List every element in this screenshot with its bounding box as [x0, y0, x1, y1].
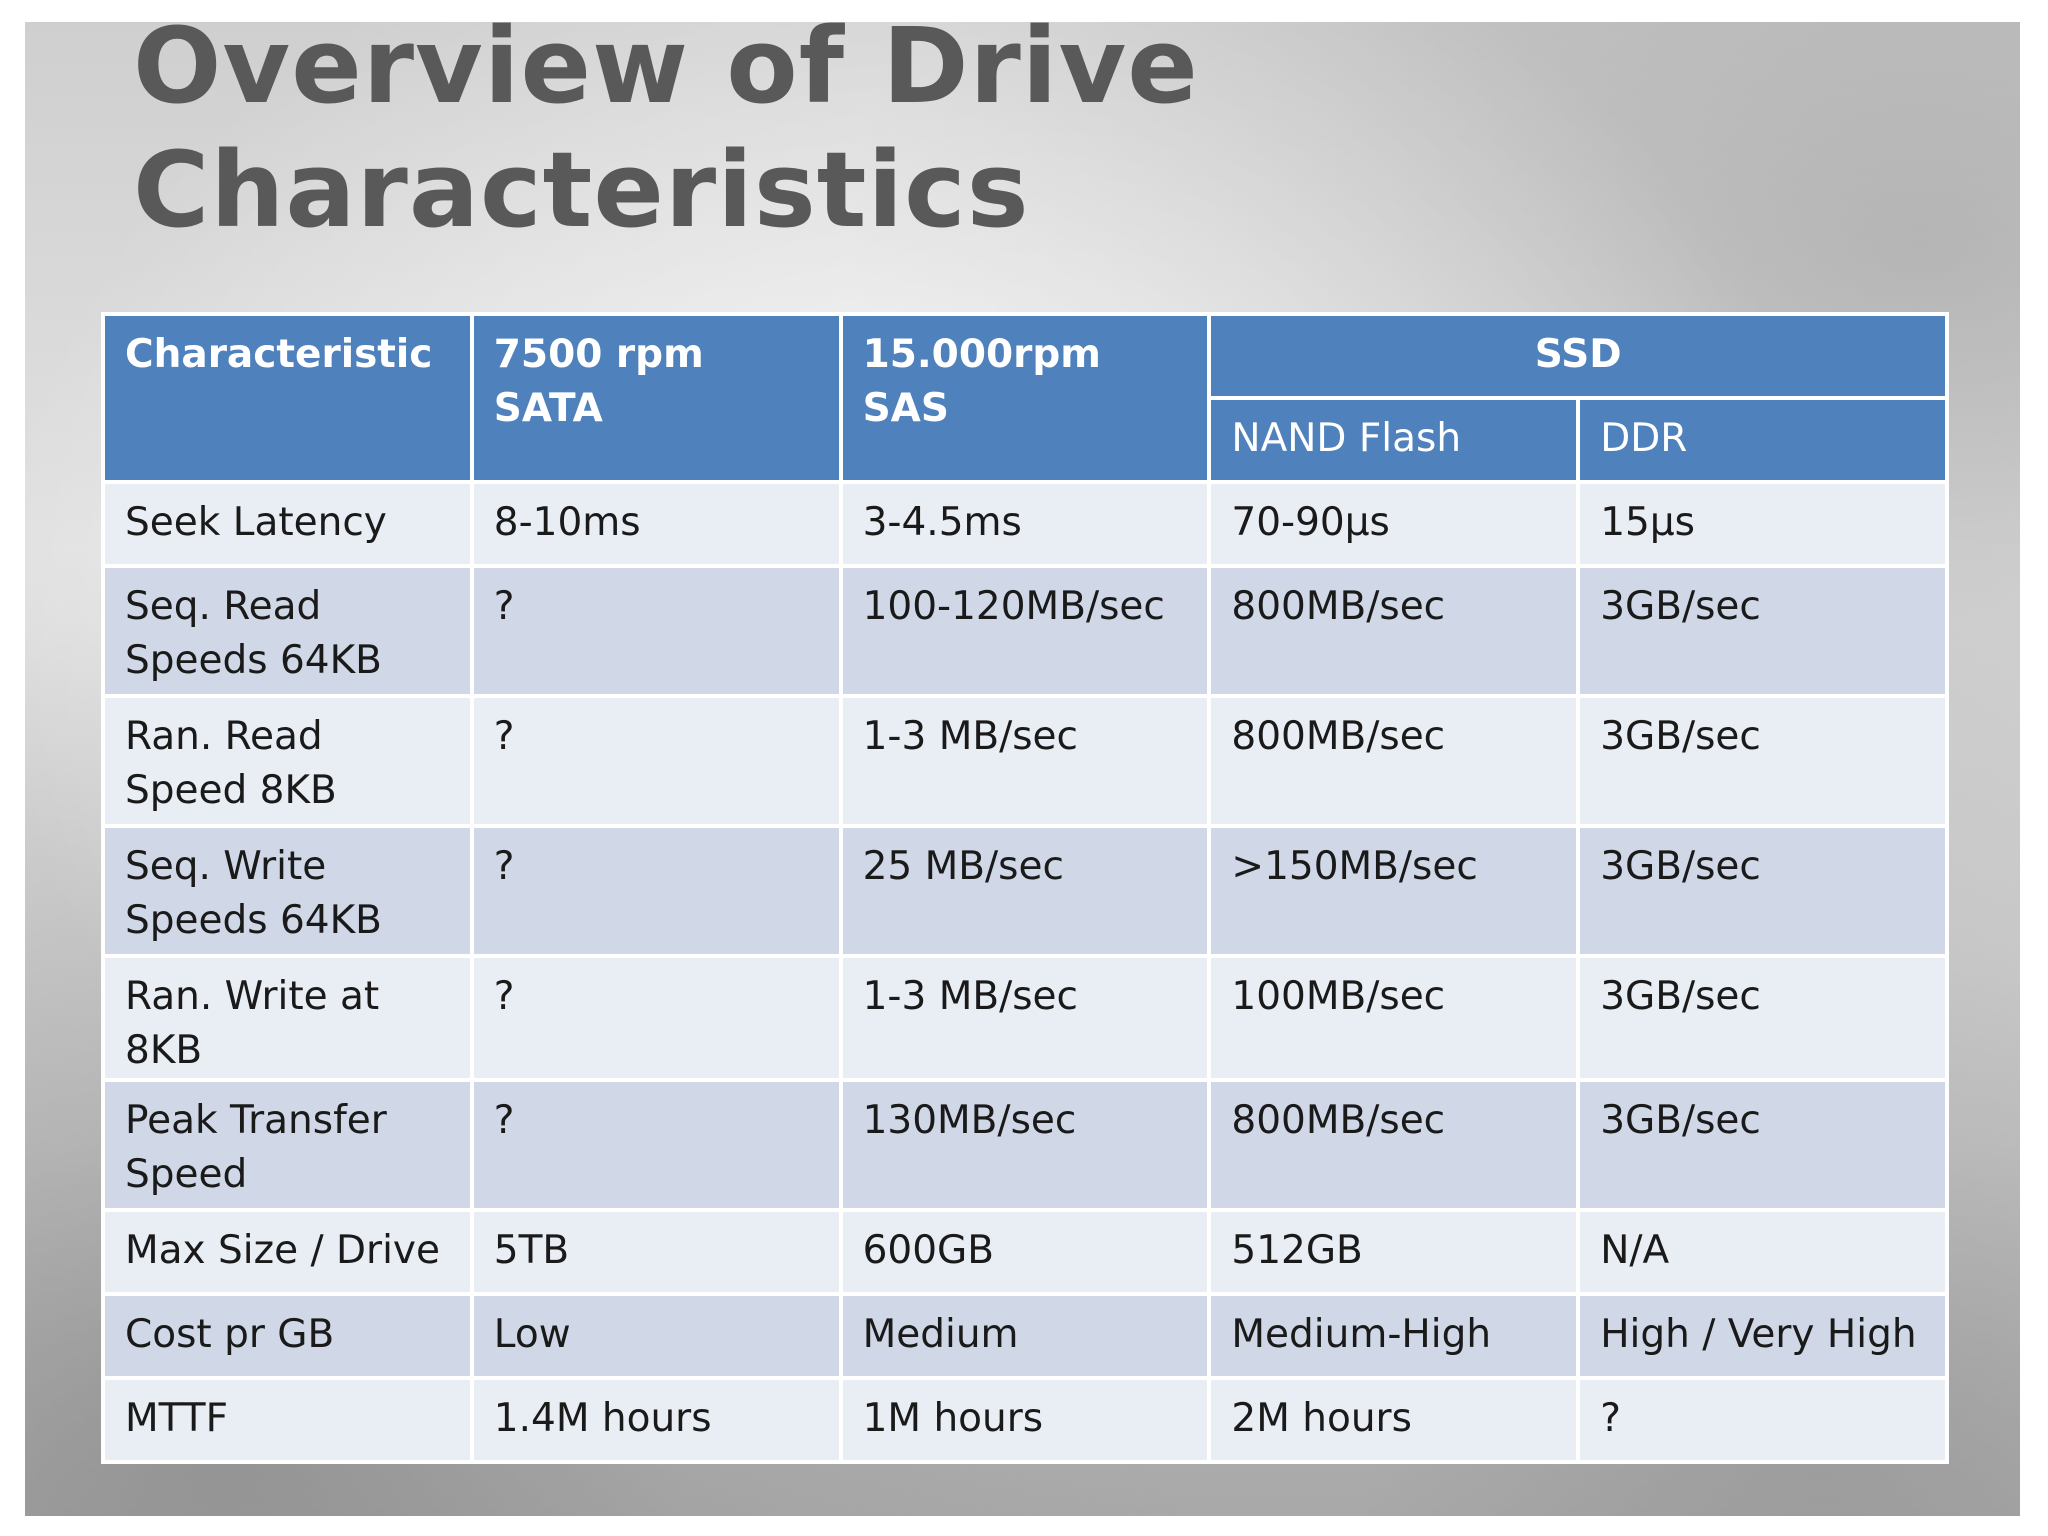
table-cell: 1-3 MB/sec: [842, 958, 1208, 1078]
table-row: Cost pr GB Low Medium Medium-High High / Ver…: [105, 1296, 1945, 1376]
table-row: Ran. Read Speed 8KB? 1-3 MB/sec 800MB/sec 3…: [105, 698, 1945, 824]
slide-title-line-2: Characteristics: [133, 129, 1030, 251]
table-cell: 3GB/sec: [1580, 1082, 1945, 1208]
table-cell: 15µs: [1580, 484, 1945, 564]
row-label-cell: Max Size / Drive: [105, 1212, 470, 1292]
table-cell: High / Very High: [1580, 1296, 1945, 1376]
table-subheader-row: NAND Flash DDR: [105, 400, 1945, 480]
row-label-cell: Ran. Read Speed 8KB: [105, 698, 470, 824]
table-row: Seq. Write Speeds 64KB? 25 MB/sec >150MB/s…: [105, 828, 1945, 954]
table-cell: 100-120MB/sec: [842, 568, 1208, 694]
table-cell: Low: [473, 1296, 839, 1376]
table-cell: 1-3 MB/sec: [842, 698, 1208, 824]
header-characteristic: Characteristic: [105, 316, 470, 480]
slide-title: Overview of Drive Characteristics: [133, 4, 1199, 252]
table-cell: 1.4M hours: [473, 1380, 839, 1460]
table-cell: 800MB/sec: [1211, 1082, 1577, 1208]
table-cell: N/A: [1580, 1212, 1945, 1292]
table-row: Seek Latency 8-10ms 3-4.5ms 70-90µs 15µs: [105, 484, 1945, 564]
table-cell: 2M hours: [1211, 1380, 1577, 1460]
table-cell: Medium-High: [1211, 1296, 1577, 1376]
table-cell: 3-4.5ms: [842, 484, 1208, 564]
drive-characteristics-table: Characteristic 7500 rpm SATA 15.000rpm S…: [101, 312, 1949, 1464]
table-cell: 70-90µs: [1211, 484, 1577, 564]
table-row: Max Size / Drive 5TB 600GB 512GB N/A: [105, 1212, 1945, 1292]
table-cell: ?: [473, 1082, 839, 1208]
header-ddr: DDR: [1580, 400, 1945, 480]
row-label-cell: Cost pr GB: [105, 1296, 470, 1376]
slide-title-line-1: Overview of Drive: [133, 5, 1199, 127]
table-cell: 8-10ms: [473, 484, 839, 564]
row-label-cell: MTTF: [105, 1380, 470, 1460]
table-cell: 800MB/sec: [1211, 568, 1577, 694]
header-sas: 15.000rpm SAS: [842, 316, 1208, 480]
table-cell: ?: [473, 828, 839, 954]
row-label-cell: Seq. Write Speeds 64KB: [105, 828, 470, 954]
table-cell: 130MB/sec: [842, 1082, 1208, 1208]
table-row: Peak Transfer Speed? 130MB/sec 800MB/sec 3G…: [105, 1082, 1945, 1208]
header-nand-flash: NAND Flash: [1211, 400, 1577, 480]
table-cell: >150MB/sec: [1211, 828, 1577, 954]
table-cell: ?: [473, 568, 839, 694]
table-cell: ?: [1580, 1380, 1945, 1460]
table-cell: 1M hours: [842, 1380, 1208, 1460]
table-body: Seek Latency 8-10ms 3-4.5ms 70-90µs 15µs Seq.…: [105, 484, 1945, 1460]
table-cell: 3GB/sec: [1580, 568, 1945, 694]
table-cell: 3GB/sec: [1580, 958, 1945, 1078]
table-cell: 600GB: [842, 1212, 1208, 1292]
table-header-row: Characteristic 7500 rpm SATA 15.000rpm S…: [105, 316, 1945, 480]
table-cell: 3GB/sec: [1580, 698, 1945, 824]
table-row: Ran. Write at 8KB? 1-3 MB/sec 100MB/sec 3GB…: [105, 958, 1945, 1078]
table-cell: 512GB: [1211, 1212, 1577, 1292]
table-cell: 3GB/sec: [1580, 828, 1945, 954]
header-sata: 7500 rpm SATA: [473, 316, 839, 480]
row-label-cell: Ran. Write at 8KB: [105, 958, 470, 1078]
row-label-cell: Seq. Read Speeds 64KB: [105, 568, 470, 694]
table-row: MTTF 1.4M hours 1M hours 2M hours?: [105, 1380, 1945, 1460]
table-cell: ?: [473, 698, 839, 824]
row-label-cell: Peak Transfer Speed: [105, 1082, 470, 1208]
table-cell: Medium: [842, 1296, 1208, 1376]
header-ssd: SSD: [1211, 316, 1945, 396]
table-cell: 800MB/sec: [1211, 698, 1577, 824]
table-row: Seq. Read Speeds 64KB? 100-120MB/sec 800MB…: [105, 568, 1945, 694]
table-cell: 5TB: [473, 1212, 839, 1292]
table-cell: ?: [473, 958, 839, 1078]
table-cell: 100MB/sec: [1211, 958, 1577, 1078]
row-label-cell: Seek Latency: [105, 484, 470, 564]
table-cell: 25 MB/sec: [842, 828, 1208, 954]
